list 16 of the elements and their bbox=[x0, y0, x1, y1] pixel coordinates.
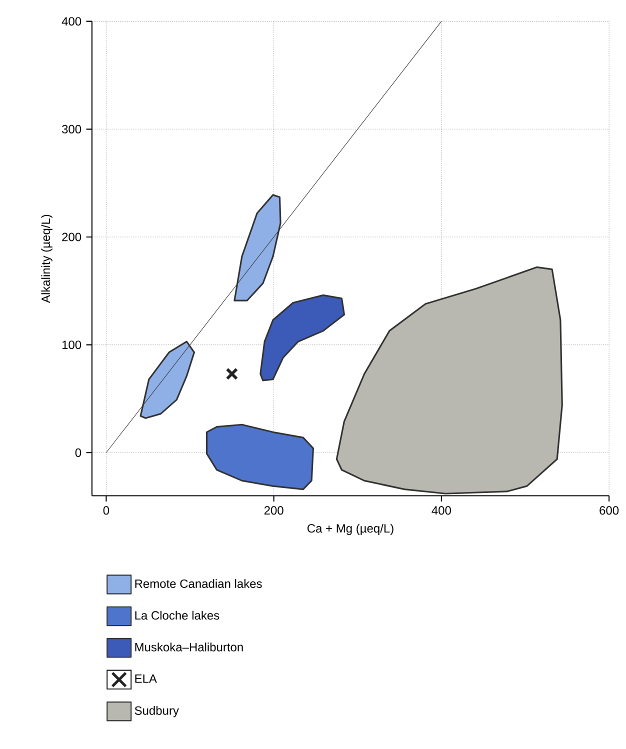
x-tick-label: 200 bbox=[264, 506, 284, 515]
x-tick-label: 400 bbox=[432, 506, 451, 515]
legend-label: ELA bbox=[135, 674, 157, 683]
legend-label: Sudbury bbox=[134, 706, 179, 718]
y-tick-label: 0 bbox=[75, 448, 81, 457]
x-tick-label: 0 bbox=[103, 506, 109, 515]
y-tick-label: 200 bbox=[62, 232, 81, 242]
y-axis-title: Alkalinity (µeq/L) bbox=[41, 214, 52, 303]
legend-label: Remote Canadian lakes bbox=[135, 579, 262, 588]
legend-label: Muskoka–Haliburton bbox=[135, 642, 243, 652]
y-tick-label: 400 bbox=[62, 17, 81, 26]
x-axis-title: Ca + Mg (µeq/L) bbox=[307, 524, 394, 535]
x-tick-label: 600 bbox=[599, 506, 618, 515]
y-tick-label: 300 bbox=[62, 124, 81, 134]
legend-label: La Cloche lakes bbox=[135, 610, 219, 620]
y-tick-label: 100 bbox=[62, 340, 81, 350]
